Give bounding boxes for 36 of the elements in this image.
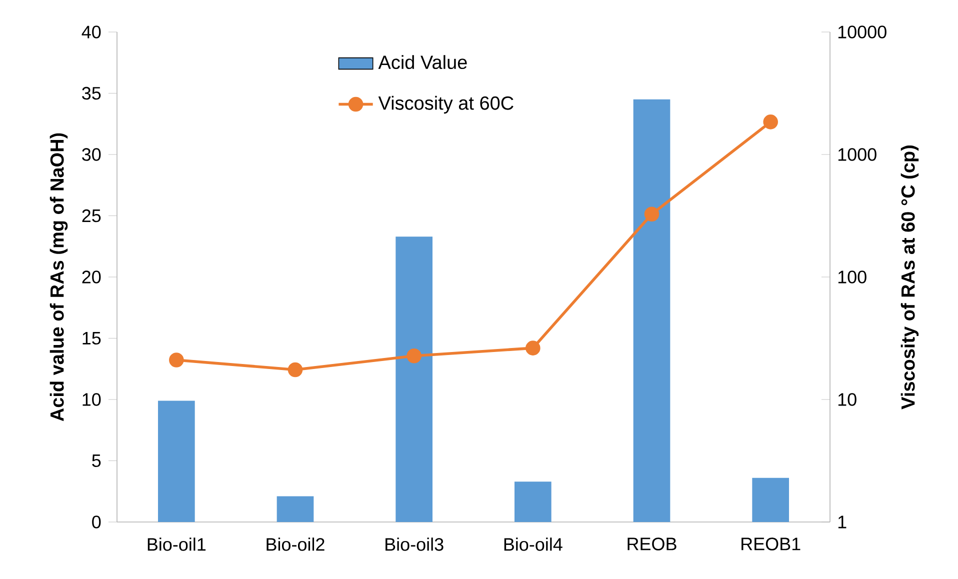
point: [406, 348, 422, 364]
y2-tick-label: 10: [838, 393, 856, 406]
y-tick-label: 5: [92, 454, 101, 468]
y-tick-label: 0: [92, 516, 101, 528]
y2-tick-label: 100: [838, 270, 866, 284]
bar: [158, 400, 195, 522]
bar: [396, 236, 433, 522]
x-tick-label: Bio-oil2: [266, 538, 324, 551]
y-tick-label: 30: [82, 148, 101, 161]
y-tick-label: 35: [82, 86, 101, 100]
legend-label: Acid Value: [378, 55, 467, 70]
bar: [514, 482, 552, 522]
legend-label: Viscosity at 60C: [378, 96, 514, 114]
y2-tick-label: 10000: [838, 26, 886, 38]
x-tick-label: Bio-oil1: [148, 538, 206, 551]
x-tick-label: REOB: [628, 538, 676, 550]
y2-tick-label: 1000: [838, 148, 876, 161]
bar: [276, 496, 314, 522]
y-tick-label: 40: [82, 26, 101, 38]
point: [644, 206, 660, 222]
y-tick-label: 25: [82, 209, 101, 222]
x-tick-label: REOB1: [742, 538, 800, 550]
y2-axis-title: Viscosity of RAs at 60 °C (cp): [900, 146, 919, 410]
x-tick-label: Bio-oil4: [504, 538, 562, 551]
point: [288, 362, 303, 378]
bar: [633, 99, 670, 522]
point: [763, 114, 778, 130]
y2-tick-label: 1: [838, 516, 846, 528]
point: [169, 352, 184, 368]
bar: [752, 478, 789, 522]
y-tick-label: 10: [82, 393, 101, 406]
y-tick-label: 15: [82, 332, 101, 345]
y-tick-label: 20: [82, 270, 101, 284]
point: [526, 340, 540, 356]
x-tick-label: Bio-oil3: [386, 538, 444, 551]
y-axis-title: Acid value of RAs (mg of NaOH): [50, 133, 68, 422]
